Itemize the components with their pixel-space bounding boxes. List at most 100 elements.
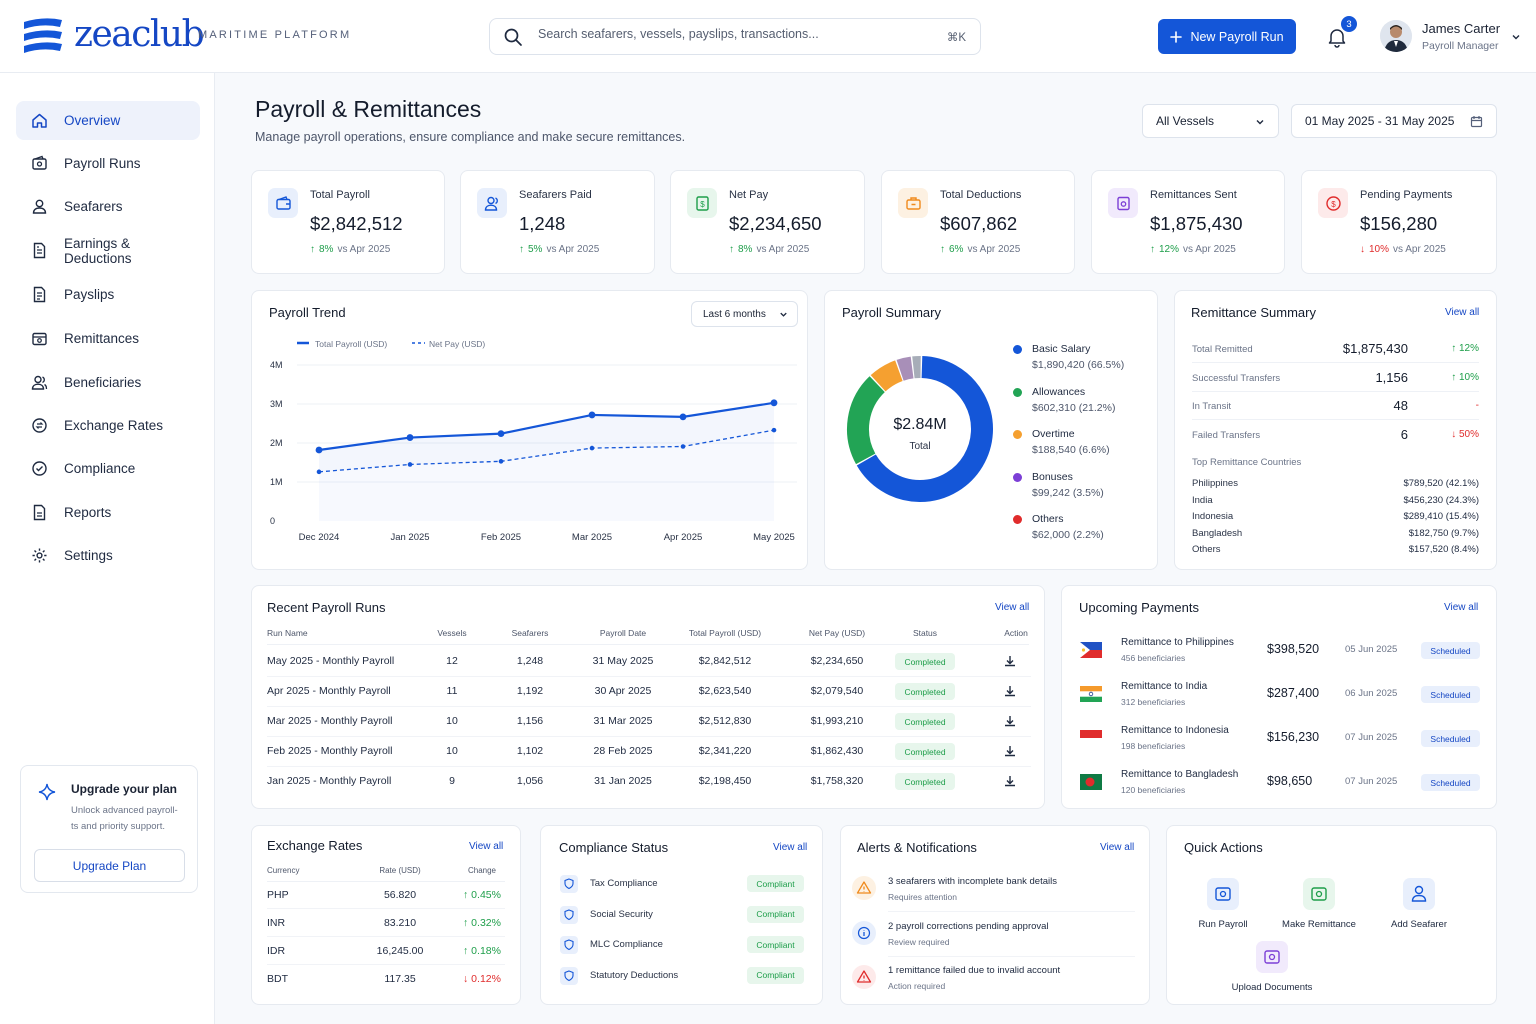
- kpi-net-pay[interactable]: $ Net Pay $2,234,650 ↑ 8% vs Apr 2025: [670, 170, 865, 274]
- sidebar-item-earnings-deductions[interactable]: Earnings & Deductions: [16, 231, 200, 270]
- sidebar-item-compliance[interactable]: Compliance: [16, 449, 200, 488]
- sidebar-item-overview[interactable]: Overview: [16, 101, 200, 140]
- sidebar-item-settings[interactable]: Settings: [16, 536, 200, 575]
- date-range-picker[interactable]: 01 May 2025 - 31 May 2025: [1291, 104, 1497, 138]
- list-item[interactable]: MLC Compliance Compliant: [541, 935, 824, 959]
- alert-item[interactable]: 3 seafarers with incomplete bank details…: [841, 874, 1151, 914]
- alert-sub: Review required: [888, 936, 950, 947]
- upcoming-view-all-link[interactable]: View all: [1444, 602, 1479, 613]
- donut-slice[interactable]: [856, 356, 993, 502]
- table-row[interactable]: Feb 2025 - Monthly Payroll 10 1,102 28 Feb …: [252, 737, 1046, 767]
- remittance-view-all-link[interactable]: View all: [1445, 307, 1480, 318]
- alert-item[interactable]: 1 remittance failed due to invalid accou…: [841, 963, 1151, 1003]
- trend-range-select[interactable]: Last 6 months: [691, 301, 798, 327]
- data-point-net-pay[interactable]: [498, 459, 504, 464]
- upgrade-plan-button[interactable]: Upgrade Plan: [34, 849, 185, 882]
- global-search[interactable]: ⌘K: [489, 18, 981, 55]
- column-header: Vessels: [437, 628, 467, 638]
- bell-icon[interactable]: [1326, 26, 1348, 48]
- compliance-view-all-link[interactable]: View all: [773, 842, 808, 853]
- alert-item[interactable]: 2 payroll corrections pending approval Re…: [841, 919, 1151, 959]
- notification-count-badge: 3: [1341, 16, 1357, 32]
- data-point-net-pay[interactable]: [316, 469, 322, 475]
- quick-action-add-seafarer[interactable]: Add Seafarer: [1369, 878, 1469, 938]
- search-input[interactable]: [538, 27, 928, 41]
- brand-logo[interactable]: zeaclub: [20, 16, 205, 54]
- table-row[interactable]: Apr 2025 - Monthly Payroll 11 1,192 30 Apr …: [252, 677, 1046, 707]
- table-cell: 31 May 2025: [592, 655, 654, 667]
- donut-slice[interactable]: [847, 376, 886, 465]
- table-row[interactable]: Jan 2025 - Monthly Payroll 9 1,056 31 Jan 2…: [252, 767, 1046, 797]
- sidebar-item-exchange-rates[interactable]: Exchange Rates: [16, 406, 200, 445]
- quick-action-make-remittance[interactable]: Make Remittance: [1269, 878, 1369, 938]
- kpi-value: $2,234,650: [729, 213, 822, 234]
- sparkle-icon: [38, 783, 56, 801]
- y-tick-label: 2M: [270, 438, 283, 448]
- data-point-net-pay[interactable]: [407, 462, 413, 467]
- sidebar-item-remittances[interactable]: Remittances: [16, 319, 200, 358]
- list-item[interactable]: Social Security Compliant: [541, 905, 824, 929]
- new-payroll-run-button[interactable]: New Payroll Run: [1158, 19, 1296, 54]
- data-point-total-payroll[interactable]: [588, 411, 596, 419]
- sidebar-item-payroll-runs[interactable]: Payroll Runs: [16, 144, 200, 183]
- download-icon[interactable]: [1003, 744, 1017, 758]
- donut-slice[interactable]: [896, 356, 914, 381]
- table-row[interactable]: May 2025 - Monthly Payroll 12 1,248 31 May …: [252, 647, 1046, 677]
- data-point-total-payroll[interactable]: [679, 413, 687, 421]
- kpi-total-deductions[interactable]: Total Deductions $607,862 ↑ 6% vs Apr 2025: [881, 170, 1075, 274]
- list-item[interactable]: Remittance to Philippines 456 beneficiari…: [1062, 635, 1498, 675]
- kpi-total-payroll[interactable]: Total Payroll $2,842,512 ↑ 8% vs Apr 2025: [251, 170, 445, 274]
- legend-name: Allowances: [1032, 385, 1086, 398]
- list-item[interactable]: Tax Compliance Compliant: [541, 874, 824, 898]
- data-point-total-payroll[interactable]: [497, 430, 505, 438]
- fx-view-all-link[interactable]: View all: [469, 841, 504, 852]
- data-point-total-payroll[interactable]: [406, 434, 414, 441]
- data-point-net-pay[interactable]: [589, 445, 595, 451]
- quick-action-run-payroll[interactable]: Run Payroll: [1173, 878, 1273, 938]
- download-icon[interactable]: [1003, 654, 1017, 668]
- vessel-filter-select[interactable]: All Vessels: [1142, 104, 1279, 138]
- sidebar-item-seafarers[interactable]: Seafarers: [16, 187, 200, 226]
- status-badge: Compliant: [747, 875, 804, 892]
- card-title: Payroll Summary: [842, 305, 941, 320]
- kpi-change: ↓ 10% vs Apr 2025: [1360, 244, 1446, 255]
- alert-title: 1 remittance failed due to invalid accou…: [888, 965, 1061, 976]
- runs-view-all-link[interactable]: View all: [995, 602, 1030, 613]
- download-icon[interactable]: [1003, 714, 1017, 728]
- quick-action-upload-documents[interactable]: Upload Documents: [1222, 941, 1322, 1001]
- kpi-pending-payments[interactable]: $ Pending Payments $156,280 ↓ 10% vs Apr 2…: [1301, 170, 1497, 274]
- kpi-remittances-sent[interactable]: Remittances Sent $1,875,430 ↑ 12% vs Apr 2…: [1091, 170, 1285, 274]
- list-item[interactable]: Remittance to Indonesia 198 beneficiaries…: [1062, 723, 1498, 763]
- data-point-total-payroll[interactable]: [315, 446, 323, 454]
- x-tick-label: Feb 2025: [481, 532, 521, 543]
- list-item[interactable]: Remittance to India 312 beneficiaries $287…: [1062, 679, 1498, 719]
- sidebar-item-payslips[interactable]: Payslips: [16, 275, 200, 314]
- list-item[interactable]: Statutory Deductions Compliant: [541, 966, 824, 990]
- remit-stat-label: In Transit: [1192, 401, 1232, 412]
- user-avatar[interactable]: [1380, 20, 1412, 52]
- kpi-label: Seafarers Paid: [519, 189, 592, 201]
- data-point-total-payroll[interactable]: [770, 399, 778, 407]
- download-icon[interactable]: [1003, 684, 1017, 698]
- data-point-net-pay[interactable]: [771, 427, 777, 433]
- chevron-down-icon[interactable]: [1510, 31, 1522, 43]
- donut-slice[interactable]: [870, 360, 904, 392]
- divider: [267, 964, 505, 965]
- data-point-net-pay[interactable]: [680, 444, 686, 449]
- table-row[interactable]: Mar 2025 - Monthly Payroll 10 1,156 31 Mar …: [252, 707, 1046, 737]
- legend-value: $602,310 (21.2%): [1032, 401, 1116, 414]
- sidebar-item-reports[interactable]: Reports: [16, 493, 200, 532]
- kpi-value: $1,875,430: [1150, 213, 1243, 234]
- sidebar-item-beneficiaries[interactable]: Beneficiaries: [16, 363, 200, 402]
- divider: [267, 736, 1031, 737]
- exchange-rates-card: Exchange Rates View all Currency Rate (US…: [251, 825, 521, 1005]
- status-badge: Compliant: [747, 905, 804, 923]
- download-icon[interactable]: [1003, 774, 1017, 788]
- check-circle-icon: [32, 461, 47, 476]
- kpi-seafarers-paid[interactable]: Seafarers Paid 1,248 ↑ 5% vs Apr 2025: [460, 170, 655, 274]
- upgrade-plan-card: Upgrade your plan Unlock advanced payrol…: [20, 765, 198, 893]
- list-item[interactable]: Remittance to Bangladesh 120 beneficiarie…: [1062, 767, 1498, 807]
- alerts-view-all-link[interactable]: View all: [1100, 842, 1135, 853]
- kpi-change-value: 6%: [949, 244, 964, 255]
- legend-dashed-swatch: [412, 342, 425, 344]
